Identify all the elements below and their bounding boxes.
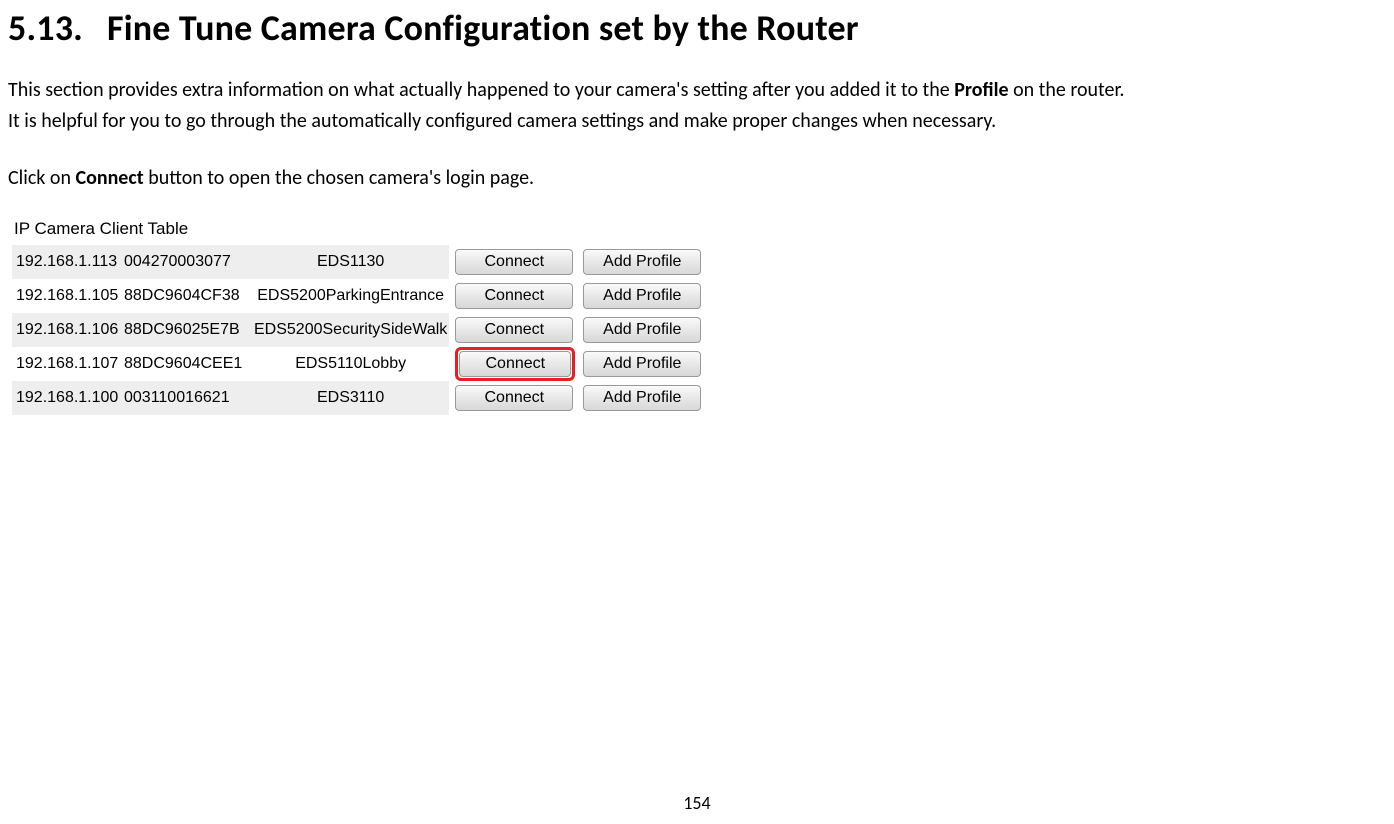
- cell-connect: Connect: [449, 245, 577, 279]
- table-row: 192.168.1.10588DC9604CF38EDS5200ParkingE…: [12, 279, 705, 313]
- text-span: This section provides extra information …: [8, 78, 954, 102]
- heading-number: 5.13.: [8, 6, 83, 50]
- cell-add-profile: Add Profile: [577, 313, 705, 347]
- add-profile-button[interactable]: Add Profile: [583, 385, 701, 411]
- instruction-paragraph: Click on Connect button to open the chos…: [8, 164, 1386, 193]
- cell-mac: 88DC9604CEE1: [122, 347, 252, 381]
- heading-title: Fine Tune Camera Configuration set by th…: [107, 6, 859, 50]
- text-span: button to open the chosen camera's login…: [144, 166, 534, 190]
- add-profile-button[interactable]: Add Profile: [583, 351, 701, 377]
- table-row: 192.168.1.100003110016621EDS3110Connect A…: [12, 381, 705, 415]
- bold-profile: Profile: [954, 78, 1008, 102]
- section-heading: 5.13. Fine Tune Camera Configuration set …: [8, 6, 1386, 50]
- connect-button[interactable]: Connect: [455, 283, 573, 309]
- connect-button[interactable]: Connect: [459, 351, 571, 377]
- text-span: on the router.: [1009, 78, 1125, 102]
- connect-button[interactable]: Connect: [455, 385, 573, 411]
- page-number: 154: [0, 792, 1394, 814]
- table-row: 192.168.1.10688DC96025E7BEDS5200Security…: [12, 313, 705, 347]
- cell-mac: 88DC96025E7B: [122, 313, 252, 347]
- add-profile-button[interactable]: Add Profile: [583, 317, 701, 343]
- cell-add-profile: Add Profile: [577, 381, 705, 415]
- table-row: 192.168.1.10788DC9604CEE1EDS5110Lobby Con…: [12, 347, 705, 381]
- table-title: IP Camera Client Table: [12, 219, 705, 239]
- cell-name: EDS5200ParkingEntrance: [252, 279, 449, 313]
- cell-name: EDS1130: [252, 245, 449, 279]
- add-profile-button[interactable]: Add Profile: [583, 249, 701, 275]
- cell-mac: 003110016621: [122, 381, 252, 415]
- add-profile-button[interactable]: Add Profile: [583, 283, 701, 309]
- camera-table: 192.168.1.113004270003077EDS1130ConnectA…: [12, 245, 705, 415]
- table-row: 192.168.1.113004270003077EDS1130Connect A…: [12, 245, 705, 279]
- camera-table-container: IP Camera Client Table 192.168.1.1130042…: [8, 215, 711, 419]
- text-span: Click on: [8, 166, 76, 190]
- cell-connect: Connect: [449, 347, 577, 381]
- connect-button[interactable]: Connect: [455, 317, 573, 343]
- cell-name: EDS3110: [252, 381, 449, 415]
- intro-paragraph-line1: This section provides extra information …: [8, 76, 1386, 105]
- cell-connect: Connect: [449, 313, 577, 347]
- cell-ip: 192.168.1.106: [12, 313, 122, 347]
- cell-name: EDS5110Lobby: [252, 347, 449, 381]
- cell-ip: 192.168.1.105: [12, 279, 122, 313]
- connect-button[interactable]: Connect: [455, 249, 573, 275]
- cell-add-profile: Add Profile: [577, 279, 705, 313]
- cell-ip: 192.168.1.113: [12, 245, 122, 279]
- cell-ip: 192.168.1.100: [12, 381, 122, 415]
- cell-mac: 88DC9604CF38: [122, 279, 252, 313]
- cell-connect: Connect: [449, 381, 577, 415]
- intro-paragraph-line2: It is helpful for you to go through the …: [8, 107, 1386, 136]
- highlight-frame: Connect: [455, 347, 575, 381]
- cell-name: EDS5200SecuritySideWalk: [252, 313, 449, 347]
- cell-connect: Connect: [449, 279, 577, 313]
- cell-add-profile: Add Profile: [577, 245, 705, 279]
- cell-add-profile: Add Profile: [577, 347, 705, 381]
- bold-connect: Connect: [76, 166, 144, 190]
- cell-mac: 004270003077: [122, 245, 252, 279]
- cell-ip: 192.168.1.107: [12, 347, 122, 381]
